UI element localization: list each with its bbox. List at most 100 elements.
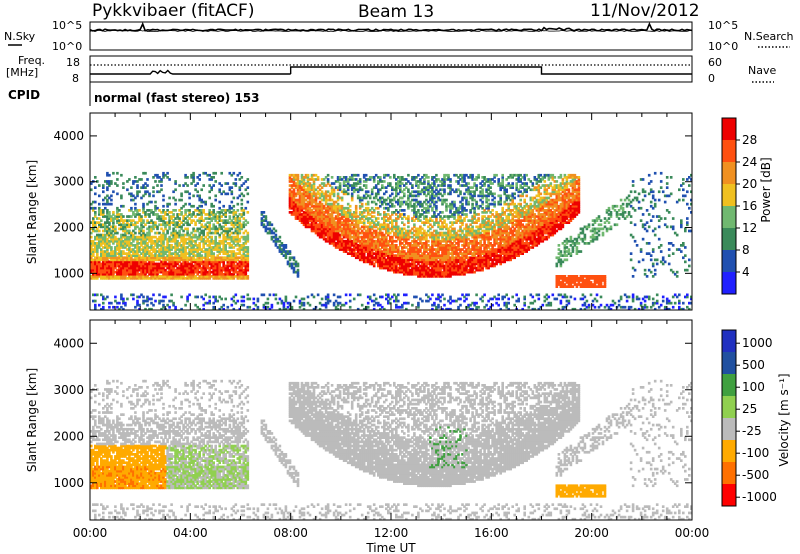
power-cell xyxy=(370,188,374,192)
power-cell xyxy=(340,196,344,200)
power-cell xyxy=(160,184,163,187)
power-cell xyxy=(140,221,143,224)
power-cell xyxy=(288,196,292,200)
power-cell xyxy=(437,305,440,309)
power-cell xyxy=(206,173,209,177)
power-cell xyxy=(174,229,177,233)
power-cell xyxy=(324,194,328,198)
power-cell xyxy=(312,225,316,229)
power-cell xyxy=(379,248,382,251)
power-cell xyxy=(246,192,250,196)
power-cell xyxy=(106,194,109,198)
power-cell xyxy=(192,258,195,262)
power-cell xyxy=(112,277,115,280)
power-cell xyxy=(168,277,171,280)
power-cell xyxy=(154,206,157,210)
power-cell xyxy=(443,239,446,243)
power-cell xyxy=(344,231,348,235)
power-cell xyxy=(126,239,129,243)
power-cell xyxy=(102,186,105,189)
power-cell xyxy=(368,221,372,224)
power-cell xyxy=(116,213,119,216)
power-cell xyxy=(397,182,400,185)
power-cell xyxy=(419,182,422,185)
power-cell xyxy=(138,264,141,268)
power-cell xyxy=(425,248,428,251)
power-cell xyxy=(108,268,111,272)
power-cell xyxy=(190,264,193,268)
power-cell xyxy=(176,217,179,220)
power-cell xyxy=(198,254,201,257)
power-cell xyxy=(162,173,165,177)
power-cell xyxy=(224,252,227,255)
power-cell xyxy=(340,178,344,181)
power-cell xyxy=(304,206,308,210)
power-cell xyxy=(274,239,278,243)
power-cell xyxy=(212,231,215,235)
power-cell xyxy=(132,272,135,276)
power-cell xyxy=(230,297,234,301)
power-cell xyxy=(128,231,131,235)
power-cell xyxy=(370,244,374,247)
power-cell xyxy=(427,239,430,243)
power-cell xyxy=(429,184,432,187)
power-cell xyxy=(224,297,227,301)
power-cell xyxy=(134,176,137,179)
power-cell xyxy=(393,268,396,272)
power-cell xyxy=(110,270,113,274)
power-cell xyxy=(126,277,129,280)
power-cell xyxy=(130,268,133,272)
power-cell xyxy=(204,217,207,220)
power-cell xyxy=(226,275,230,278)
power-cell xyxy=(366,206,370,210)
power-cell xyxy=(214,242,217,245)
power-cell xyxy=(360,217,364,220)
power-cell xyxy=(180,239,183,243)
power-cell xyxy=(180,254,183,257)
power-cell xyxy=(409,252,412,255)
power-cell xyxy=(304,223,308,227)
power-cell xyxy=(306,204,310,208)
power-cell xyxy=(368,295,372,299)
power-cell xyxy=(417,180,420,183)
power-cell xyxy=(352,246,356,249)
power-cell xyxy=(383,248,386,251)
power-cell xyxy=(419,270,422,274)
power-cell xyxy=(246,246,250,249)
power-cell xyxy=(383,266,386,270)
power-cell xyxy=(172,231,175,235)
power-cell xyxy=(374,231,378,235)
power-cell xyxy=(112,190,115,194)
power-cell xyxy=(114,295,117,299)
power-cell xyxy=(182,215,185,218)
power-cell xyxy=(389,176,392,179)
power-cell xyxy=(377,206,380,210)
power-cell xyxy=(106,221,109,224)
power-cell xyxy=(120,268,123,272)
power-cell xyxy=(190,242,193,245)
power-cell xyxy=(419,254,422,257)
power-cell xyxy=(381,196,384,200)
power-cell xyxy=(118,244,121,247)
power-cell xyxy=(128,223,131,227)
power-cell xyxy=(204,293,207,297)
power-cell xyxy=(106,295,109,299)
power-cell xyxy=(198,244,201,247)
power-cell xyxy=(182,237,185,241)
power-cell xyxy=(366,248,370,251)
power-cell xyxy=(216,217,219,220)
power-cell xyxy=(150,254,153,257)
power-cell xyxy=(354,244,358,247)
power-cell xyxy=(310,202,314,206)
power-cell xyxy=(230,235,234,239)
power-cell xyxy=(411,235,414,239)
power-cell xyxy=(405,217,408,220)
power-cell xyxy=(246,266,250,270)
power-cell xyxy=(230,275,234,278)
power-cell xyxy=(224,275,227,278)
power-cell xyxy=(374,202,378,206)
power-cell xyxy=(356,194,360,198)
power-cell xyxy=(116,219,119,222)
power-cell xyxy=(352,213,356,216)
power-cell xyxy=(433,239,436,243)
